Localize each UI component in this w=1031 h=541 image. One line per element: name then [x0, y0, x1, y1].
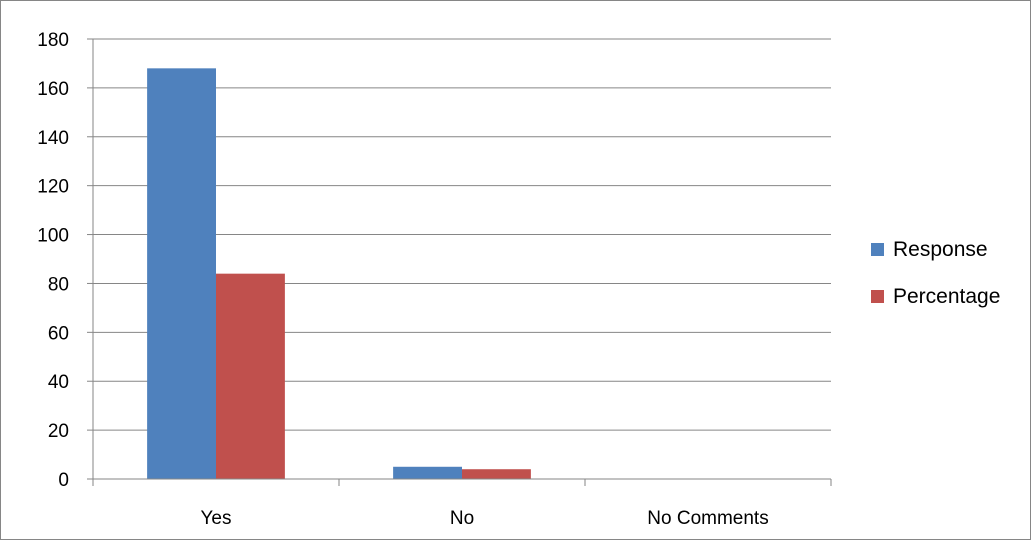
y-tick-label: 0 — [58, 470, 69, 491]
y-tick-label: 120 — [37, 177, 69, 198]
y-tick-label: 160 — [37, 79, 69, 100]
bars — [147, 68, 531, 479]
x-category-label: Yes — [201, 508, 232, 529]
legend-swatch-response — [871, 243, 884, 256]
legend-label-percentage: Percentage — [893, 285, 1000, 308]
legend: Response Percentage — [871, 238, 1000, 308]
bar-percentage-yes — [216, 273, 285, 479]
bar-response-yes — [147, 68, 216, 479]
axes — [87, 38, 832, 486]
y-tick-label: 180 — [37, 30, 69, 51]
y-axis-tick-labels: 0 20 40 60 80 100 120 140 160 180 — [37, 30, 69, 491]
bar-percentage-no — [462, 469, 531, 479]
x-category-label: No — [450, 508, 474, 529]
y-tick-label: 40 — [48, 372, 69, 393]
y-tick-label: 80 — [48, 274, 69, 295]
y-tick-label: 60 — [48, 323, 69, 344]
y-tick-label: 100 — [37, 226, 69, 247]
legend-swatch-percentage — [871, 290, 884, 303]
legend-label-response: Response — [893, 238, 988, 261]
y-tick-label: 20 — [48, 421, 69, 442]
x-category-label: No Comments — [647, 508, 768, 529]
y-tick-label: 140 — [37, 128, 69, 149]
x-axis-category-labels: Yes No No Comments — [201, 508, 769, 529]
bar-response-no — [393, 466, 462, 479]
